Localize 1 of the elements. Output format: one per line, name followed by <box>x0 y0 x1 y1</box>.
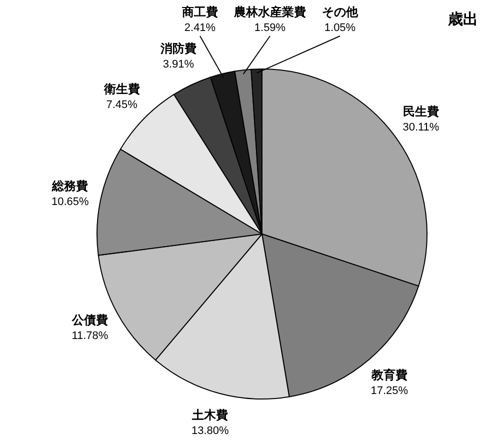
chart-title: 歳出 <box>447 11 478 28</box>
